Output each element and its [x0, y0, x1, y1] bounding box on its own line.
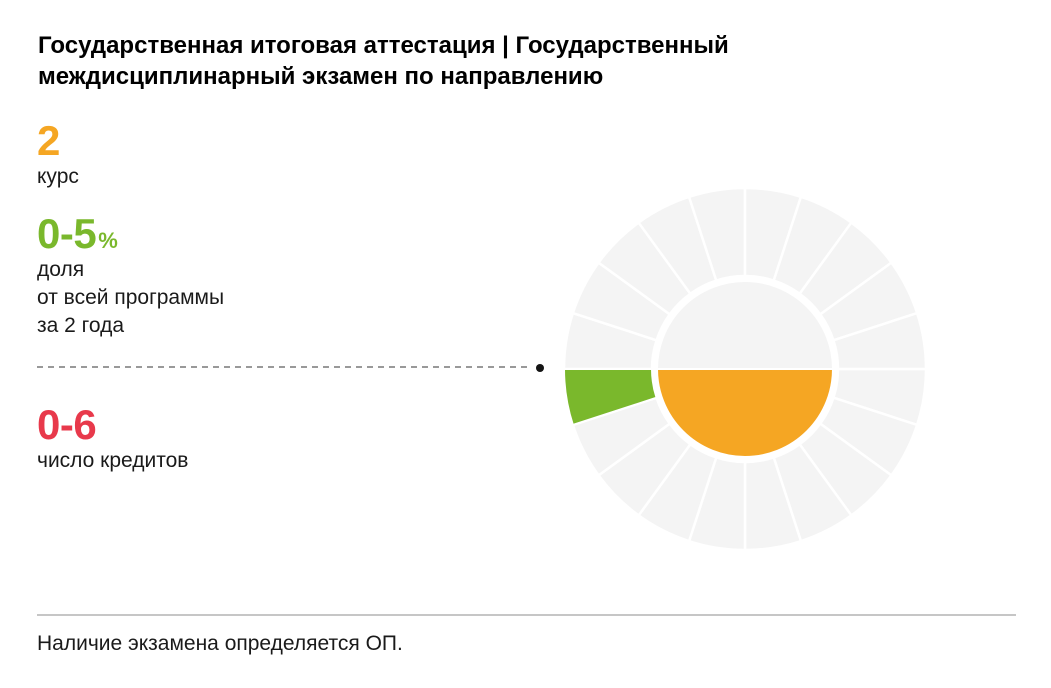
share-label: доля от всей программы за 2 года	[37, 258, 225, 337]
footer-note: Наличие экзамена определяется ОП.	[37, 632, 403, 655]
dashed-connector-line	[37, 366, 531, 368]
connector-dot	[536, 364, 544, 372]
share-value: 0-5%	[37, 210, 118, 263]
highlight-share-segment	[562, 368, 658, 427]
course-value: 2	[37, 117, 60, 164]
credits-value: 0-6	[37, 401, 97, 448]
footer-divider	[37, 614, 1016, 616]
inner-bottom-semicircle	[655, 368, 835, 458]
share-number: 0-5	[37, 210, 97, 257]
course-label: курс	[37, 165, 79, 188]
percent-sign: %	[98, 228, 118, 253]
inner-top-semicircle	[655, 280, 835, 370]
page-title: Государственная итоговая аттестация | Го…	[38, 32, 729, 90]
course-share-wheel-chart	[562, 186, 928, 552]
credits-label: число кредитов	[37, 449, 189, 472]
